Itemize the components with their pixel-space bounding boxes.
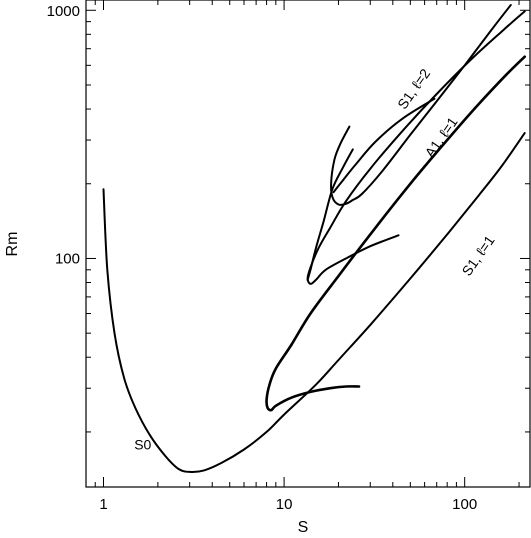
- series-curve-5: [332, 97, 436, 194]
- series-layer: [102, 4, 526, 474]
- x-axis: 1 10 100: [85, 0, 520, 513]
- y-tick-label: 1000: [47, 3, 80, 20]
- series-label-2: A1, ℓ=1: [422, 114, 461, 161]
- y-tick-label: 100: [55, 250, 80, 267]
- series-curve-2: [306, 10, 526, 285]
- x-tick-label: 10: [276, 496, 293, 513]
- series-label-0: S0: [134, 436, 151, 452]
- series-curve-1: [265, 55, 526, 412]
- series-curve-0: [102, 132, 526, 474]
- y-axis-label: Rm: [4, 232, 21, 257]
- x-tick-label: 100: [452, 496, 477, 513]
- y-axis: 100 1000: [47, 3, 530, 433]
- plot-frame: [85, 0, 531, 488]
- series-label-1: S1, ℓ=1: [459, 232, 498, 279]
- series-curve-4: [306, 148, 354, 281]
- series-curve-3: [330, 4, 512, 206]
- x-tick-label: 1: [99, 496, 107, 513]
- x-axis-label: S: [298, 519, 309, 536]
